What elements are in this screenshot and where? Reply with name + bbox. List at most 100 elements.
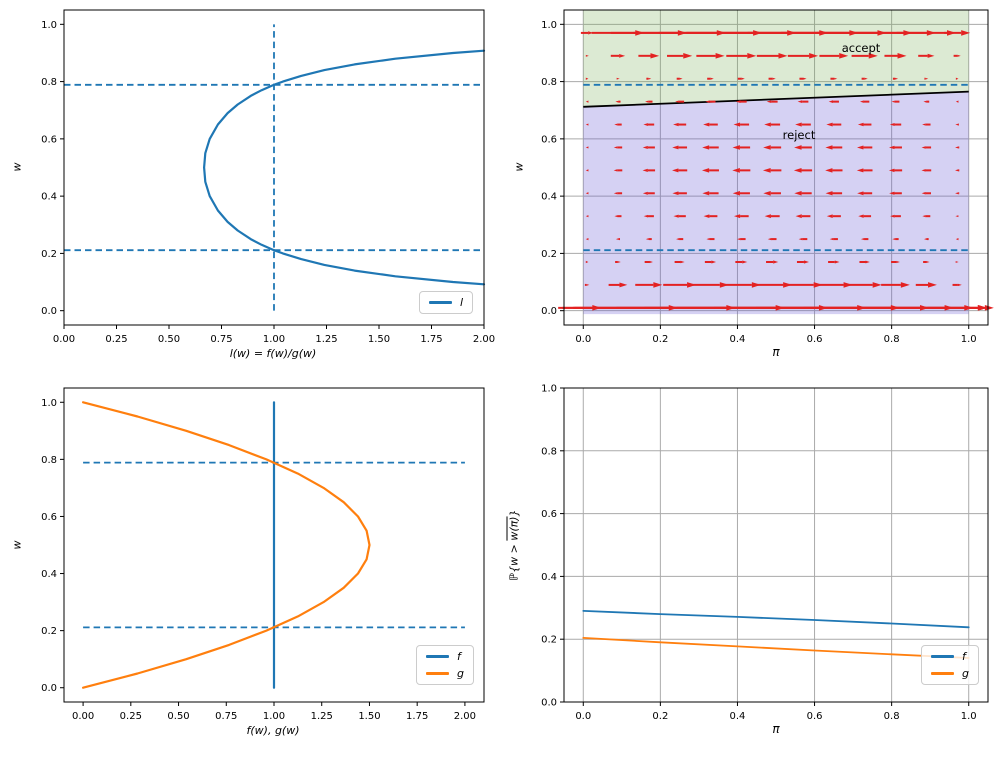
quiver-arrow-head [732, 168, 740, 173]
y-tick-label: 0.6 [41, 134, 57, 145]
quiver-arrow-head [733, 122, 741, 127]
x-tick-label: 1.75 [420, 334, 442, 345]
quiver-arrow-head [733, 214, 741, 219]
quiver-arrow-head [673, 122, 679, 127]
quiver-arrow-head [764, 122, 771, 127]
quiver-arrow-head [672, 168, 679, 173]
quiver-arrow-head [673, 214, 679, 218]
quiver-arrow-head [614, 215, 618, 218]
decision-boundary-line [583, 90, 969, 108]
legend-sample-g [931, 672, 954, 675]
y-tick-label: 0.4 [541, 572, 557, 583]
quiver-arrow-head [672, 191, 679, 196]
quiver-arrow-head [865, 260, 870, 264]
quiver-arrow-head [955, 100, 959, 103]
legend-plot1: l [419, 291, 474, 314]
quiver-arrow-head [864, 77, 868, 80]
quiver-arrow-head [735, 100, 741, 104]
quiver-arrow-head [642, 168, 648, 172]
x-tick-label: 0.00 [53, 334, 75, 345]
quiver-arrow-head [643, 123, 648, 126]
x-tick-label: 0.50 [158, 334, 180, 345]
quiver-arrow-head [926, 261, 930, 263]
quiver-arrow-head [585, 215, 589, 218]
legend-sample-f [931, 655, 954, 658]
plot4-xlabel: π [772, 722, 780, 736]
quiver-arrow-head [925, 77, 929, 80]
quiver-arrow-head [825, 191, 833, 196]
reject-region-label: reject [782, 128, 816, 142]
quiver-arrow-head [921, 169, 926, 172]
quiver-arrow-head [857, 122, 864, 127]
quiver-arrow-head [703, 122, 710, 127]
accept-region-label: accept [841, 41, 881, 55]
quiver-arrow-head [809, 53, 819, 59]
plot4-ylabel-open: ℙ{w > [507, 540, 521, 581]
quiver-arrow-head [767, 237, 772, 241]
x-tick-label: 0.25 [105, 334, 127, 345]
series-g [582, 637, 970, 659]
quiver-arrow-head [585, 169, 589, 172]
quiver-arrow-head [679, 77, 683, 80]
x-tick-label: 0.25 [120, 711, 142, 722]
y-tick-label: 0.6 [41, 512, 57, 523]
x-tick-label: 1.25 [311, 711, 333, 722]
quiver-arrow-head [955, 77, 959, 80]
quiver-arrow-head [588, 31, 594, 35]
y-tick-label: 0.2 [41, 626, 57, 637]
legend-entry-g: g [931, 667, 969, 680]
quiver-arrow-head [829, 238, 834, 241]
x-tick-label: 0.4 [730, 711, 746, 722]
y-tick-label: 0.4 [541, 192, 557, 203]
quiver-arrow-head [923, 100, 927, 103]
quiver-arrow-head [890, 214, 895, 218]
x-tick-label: 0.8 [884, 711, 900, 722]
quiver-arrow-head [643, 214, 648, 218]
quiver-arrow-head [797, 100, 803, 104]
quiver-arrow-head [922, 123, 926, 126]
quiver-arrow-head [955, 169, 959, 172]
quiver-arrow-head [617, 261, 621, 263]
quiver-arrow-head [683, 53, 693, 59]
quiver-arrow-head [895, 77, 899, 80]
x-tick-label: 0.4 [730, 334, 746, 345]
quiver-arrow-head [687, 282, 697, 288]
quiver-arrow-head [961, 30, 971, 36]
quiver-arrow-head [732, 191, 740, 196]
quiver-arrow-head [585, 77, 589, 80]
y-tick-label: 0.8 [41, 77, 57, 88]
plot1-ylabel: w [10, 162, 24, 172]
quiver-arrow-head [795, 122, 802, 127]
legend-label-f: f [457, 650, 461, 663]
quiver-arrow-head [705, 100, 710, 103]
quiver-arrow-head [834, 77, 838, 80]
quiver-arrow-head [957, 54, 961, 57]
quiver-arrow-head [773, 260, 779, 264]
y-tick-label: 0.8 [41, 455, 57, 466]
legend-entry-l: l [429, 296, 463, 309]
quiver-arrow-head [793, 167, 802, 173]
quiver-arrow-head [710, 77, 714, 80]
quiver-arrow-head [742, 260, 748, 264]
quiver-arrow-head [856, 168, 864, 173]
series-l [203, 49, 486, 286]
x-tick-label: 0.50 [167, 711, 189, 722]
quiver-arrow-head [763, 190, 771, 196]
axes-spines [563, 387, 989, 703]
quiver-arrow-head [839, 53, 849, 59]
legend-sample-l [429, 301, 452, 304]
legend-label-l: l [460, 296, 464, 309]
quiver-arrow-head [977, 305, 987, 311]
quiver-arrow-head [921, 146, 926, 149]
y-tick-label: 0.8 [541, 446, 557, 457]
x-tick-label: 1.0 [961, 711, 977, 722]
quiver-arrow-head [616, 77, 620, 80]
x-tick-label: 0.0 [575, 334, 591, 345]
quiver-arrow-head [613, 192, 618, 195]
quiver-arrow-head [955, 192, 959, 195]
quiver-arrow-head [857, 191, 864, 196]
quiver-arrow-head [764, 214, 771, 219]
quiver-arrow-head [615, 238, 619, 241]
quiver-arrow-head [737, 237, 741, 241]
quiver-arrow-head [747, 53, 757, 59]
